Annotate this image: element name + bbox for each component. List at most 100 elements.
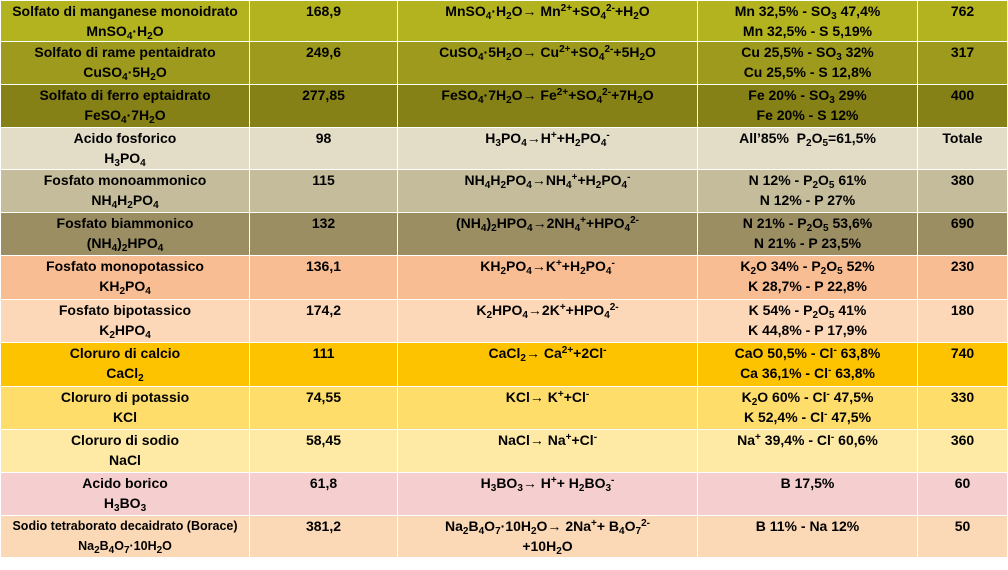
compound-name-cell-line: H3BO3 [103, 495, 147, 514]
compound-name-cell: Fosfato biammonico (NH4)2HPO4 [0, 212, 250, 256]
compound-name-cell-line: CaCl2 [106, 365, 144, 384]
value-cell: 360 [917, 429, 1008, 473]
dissociation-cell-line: H3PO4→H++H2PO4- [485, 130, 610, 149]
compound-name-cell-line: CuSO4·5H2O [83, 64, 167, 83]
molecular-weight-cell-line: 277,85 [302, 87, 345, 103]
compound-name-cell: Acido borico H3BO3 [0, 472, 250, 516]
value-cell: 50 [917, 515, 1008, 558]
dissociation-cell-line: H3BO3→ H++ H2BO3- [480, 475, 615, 494]
compound-name-cell: Fosfato monopotassico KH2PO4 [0, 255, 250, 300]
nutrient-content-cell-line: N 12% - P 27% [759, 192, 856, 208]
table-row: Fosfato biammonico (NH4)2HPO4 132 (NH4)2HPO… [0, 212, 1008, 256]
dissociation-cell: KCl→ K++Cl- [397, 386, 698, 430]
value-cell: 380 [917, 169, 1008, 213]
compound-name-cell-line: KH2PO4 [99, 278, 151, 297]
table-row: Fosfato monopotassico KH2PO4 136,1 KH2PO4→K… [0, 255, 1008, 300]
dissociation-cell: CuSO4·5H2O→ Cu2++SO42-+5H2O [397, 41, 698, 85]
dissociation-cell: NaCl→ Na++Cl- [397, 429, 698, 473]
value-cell-line: 762 [950, 3, 975, 19]
table-row: Solfato di manganese monoidrato MnSO4·H2O… [0, 0, 1008, 42]
compound-name-cell-line: K2HPO4 [99, 322, 151, 341]
compound-name-cell-line: Fosfato biammonico [56, 215, 194, 231]
compound-name-cell: Sodio tetraborato decaidrato (Borace) Na2… [0, 515, 250, 558]
dissociation-cell-line: (NH4)2HPO4→2NH4++HPO42- [456, 215, 639, 234]
value-cell-line: 740 [950, 345, 975, 361]
value-cell: 330 [917, 386, 1008, 430]
value-cell-line: 400 [950, 87, 975, 103]
compound-name-cell: Solfato di ferro eptaidrato FeSO4·7H2O [0, 84, 250, 128]
table-row: Cloruro di sodio NaCl 58,45 NaCl→ Na++Cl- Na… [0, 429, 1008, 473]
compound-name-cell-line: FeSO4·7H2O [84, 107, 166, 126]
nutrient-content-cell: CaO 50,5% - Cl- 63,8% Ca 36,1% - Cl- 63,8… [697, 342, 918, 387]
compound-name-cell-line: Acido fosforico [73, 130, 177, 146]
compound-name-cell-line: (NH4)2HPO4 [86, 235, 164, 254]
molecular-weight-cell-line: 61,8 [309, 475, 338, 491]
compound-name-cell-line: NH4H2PO4 [91, 192, 159, 211]
table-row: Sodio tetraborato decaidrato (Borace) Na2… [0, 515, 1008, 558]
molecular-weight-cell-line: 98 [315, 130, 332, 146]
dissociation-cell-line: Na2B4O7·10H2O→ 2Na++ B4O72- [445, 518, 650, 537]
table-row: Cloruro di potassio KCl 74,55 KCl→ K++Cl- K2… [0, 386, 1008, 430]
dissociation-cell: Na2B4O7·10H2O→ 2Na++ B4O72- +10H2O [397, 515, 698, 558]
value-cell: 180 [917, 299, 1008, 343]
molecular-weight-cell-line: 74,55 [305, 389, 342, 405]
value-cell-line: 380 [950, 172, 975, 188]
molecular-weight-cell-line: 174,2 [305, 302, 342, 318]
nutrient-content-cell-line: All’85% P2O5=61,5% [739, 130, 876, 149]
compound-name-cell: Fosfato monoammonico NH4H2PO4 [0, 169, 250, 213]
value-cell: 60 [917, 472, 1008, 516]
molecular-weight-cell: 111 [249, 342, 398, 387]
table-row: Acido fosforico H3PO4 98 H3PO4→H++H2PO4- All… [0, 127, 1008, 170]
table-body: Solfato di manganese monoidrato MnSO4·H2O… [0, 0, 1008, 558]
value-cell-line: 330 [950, 389, 975, 405]
compound-name-cell: Acido fosforico H3PO4 [0, 127, 250, 170]
nutrient-content-cell: K2O 34% - P2O5 52% K 28,7% - P 22,8% [697, 255, 918, 300]
value-cell-line: 60 [954, 475, 971, 491]
dissociation-cell-line: NaCl→ Na++Cl- [497, 432, 598, 448]
compound-name-cell: Solfato di rame pentaidrato CuSO4·5H2O [0, 41, 250, 85]
compound-name-cell-line: Solfato di ferro eptaidrato [39, 87, 211, 103]
compound-name-cell-line: Sodio tetraborato decaidrato (Borace) [12, 519, 238, 533]
dissociation-cell-line: K2HPO4→2K++HPO42- [476, 302, 619, 321]
compound-name-cell: Fosfato bipotassico K2HPO4 [0, 299, 250, 343]
nutrient-content-cell: Fe 20% - SO3 29% Fe 20% - S 12% [697, 84, 918, 128]
dissociation-cell-line: KCl→ K++Cl- [505, 389, 590, 405]
molecular-weight-cell: 61,8 [249, 472, 398, 516]
molecular-weight-cell-line: 381,2 [305, 518, 342, 534]
value-cell: Totale [917, 127, 1008, 170]
nutrient-content-cell-line: B 17,5% [780, 475, 835, 491]
compound-name-cell-line: Cloruro di sodio [70, 432, 180, 448]
nutrient-content-cell-line: K 52,4% - Cl- 47,5% [743, 409, 872, 425]
molecular-weight-cell: 98 [249, 127, 398, 170]
nutrient-content-cell-line: Cu 25,5% - SO3 32% [741, 44, 874, 63]
nutrient-content-cell: B 17,5% [697, 472, 918, 516]
nutrient-content-cell-line: K2O 34% - P2O5 52% [740, 258, 875, 277]
compound-name-cell-line: Solfato di manganese monoidrato [12, 3, 238, 19]
molecular-weight-cell: 174,2 [249, 299, 398, 343]
molecular-weight-cell-line: 249,6 [305, 44, 342, 60]
molecular-weight-cell: 132 [249, 212, 398, 256]
compound-name-cell-line: H3PO4 [104, 150, 146, 169]
nutrient-content-cell-line: Na+ 39,4% - Cl- 60,6% [737, 432, 878, 448]
nutrient-content-cell-line: N 12% - P2O5 61% [748, 172, 867, 191]
compound-name-cell-line: Fosfato bipotassico [58, 302, 192, 318]
molecular-weight-cell: 249,6 [249, 41, 398, 85]
molecular-weight-cell: 115 [249, 169, 398, 213]
nutrient-content-cell: All’85% P2O5=61,5% [697, 127, 918, 170]
nutrient-content-cell-line: Mn 32,5% - SO3 47,4% [734, 3, 881, 22]
molecular-weight-cell-line: 168,9 [305, 3, 342, 19]
nutrient-content-cell-line: N 21% - P2O5 53,6% [742, 215, 873, 234]
nutrient-content-cell-line: K 28,7% - P 22,8% [748, 278, 867, 294]
nutrient-content-cell: K 54% - P2O5 41% K 44,8% - P 17,9% [697, 299, 918, 343]
compound-name-cell-line: Cloruro di potassio [60, 389, 190, 405]
nutrient-content-cell: K2O 60% - Cl- 47,5% K 52,4% - Cl- 47,5% [697, 386, 918, 430]
nutrient-content-cell-line: CaO 50,5% - Cl- 63,8% [734, 345, 881, 361]
dissociation-cell-line: KH2PO4→K++H2PO4- [480, 258, 615, 277]
value-cell: 317 [917, 41, 1008, 85]
compound-name-cell-line: Na2B4O7·10H2O [78, 539, 172, 556]
molecular-weight-cell: 58,45 [249, 429, 398, 473]
value-cell-line: 230 [950, 258, 975, 274]
molecular-weight-cell: 136,1 [249, 255, 398, 300]
chemicals-table: Solfato di manganese monoidrato MnSO4·H2O… [0, 0, 1008, 558]
